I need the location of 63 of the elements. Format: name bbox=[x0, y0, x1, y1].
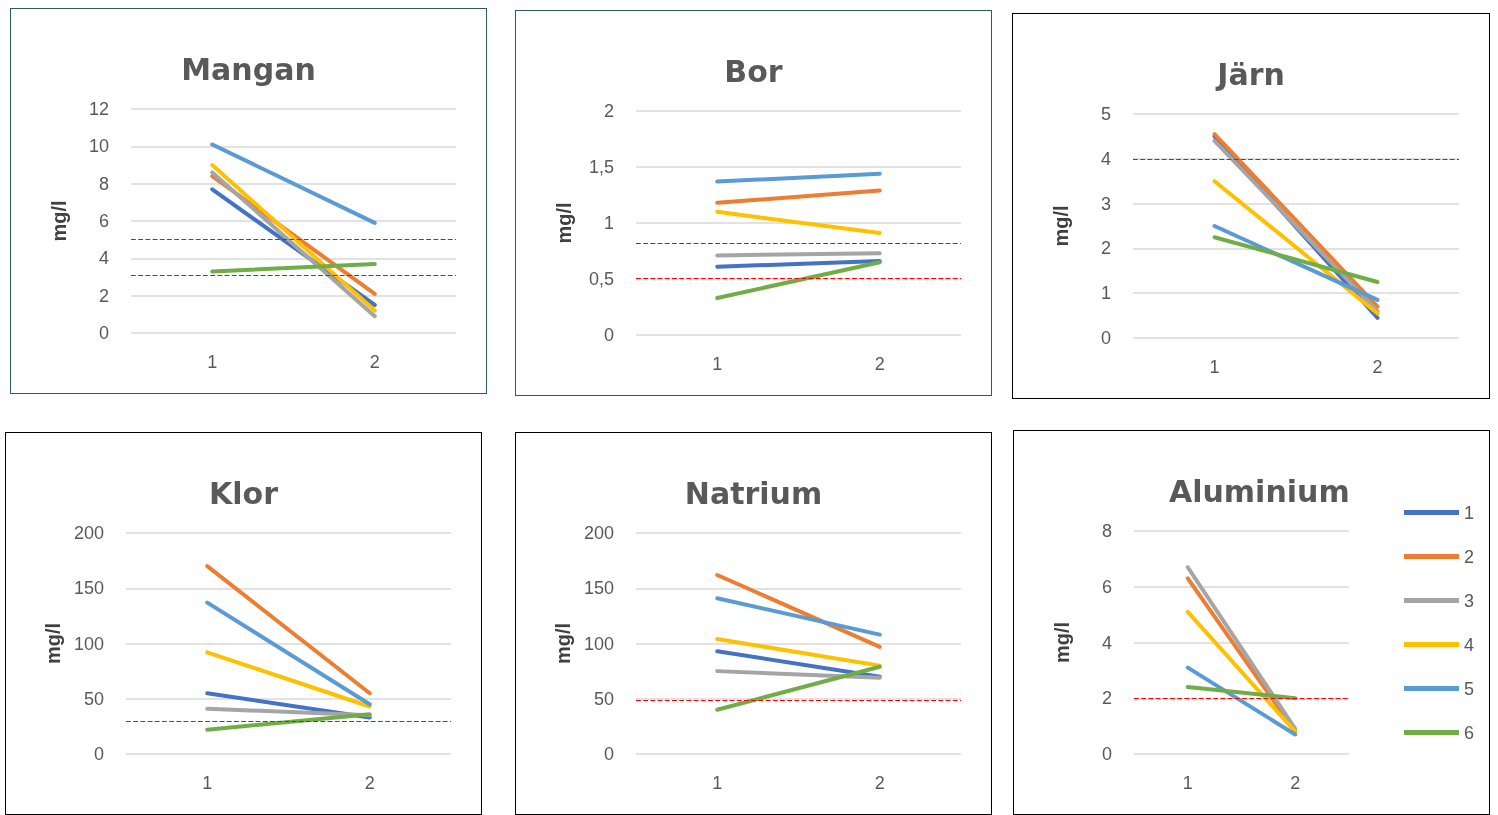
y-tick-label: 3 bbox=[1100, 193, 1111, 214]
y-axis-title: mg/l bbox=[552, 622, 575, 665]
y-tick-label: 8 bbox=[1101, 521, 1112, 541]
y-axis-title: mg/l bbox=[553, 202, 575, 244]
x-tick-label: 1 bbox=[207, 352, 218, 372]
x-tick-label: 2 bbox=[369, 352, 380, 372]
chart-title: Aluminium bbox=[1169, 473, 1350, 509]
y-tick-label: 1 bbox=[603, 213, 614, 233]
chart-title: Natrium bbox=[684, 475, 823, 511]
legend-label: 5 bbox=[1463, 678, 1474, 699]
y-axis-title: mg/l bbox=[48, 200, 70, 242]
y-tick-label: 2 bbox=[1101, 688, 1112, 709]
y-tick-label: 2 bbox=[98, 285, 109, 306]
y-tick-label: 50 bbox=[593, 688, 614, 709]
x-tick-label: 2 bbox=[874, 773, 885, 793]
y-tick-label: 10 bbox=[88, 136, 109, 157]
x-tick-label: 1 bbox=[712, 354, 723, 374]
y-tick-label: 5 bbox=[1100, 104, 1111, 124]
y-tick-label: 50 bbox=[83, 688, 104, 709]
legend-label: 4 bbox=[1463, 634, 1474, 655]
y-tick-label: 6 bbox=[98, 211, 109, 231]
y-tick-label: 0 bbox=[1101, 744, 1112, 764]
legend-label: 2 bbox=[1463, 546, 1474, 567]
y-tick-label: 6 bbox=[1101, 576, 1112, 597]
x-tick-label: 1 bbox=[1182, 773, 1193, 793]
legend-label: 1 bbox=[1463, 502, 1474, 523]
y-tick-label: 100 bbox=[73, 633, 104, 654]
y-tick-label: 2 bbox=[1100, 238, 1111, 259]
y-tick-label: 200 bbox=[583, 523, 614, 543]
y-axis-title: mg/l bbox=[1051, 621, 1073, 664]
y-tick-label: 1,5 bbox=[588, 157, 614, 177]
y-tick-label: 1 bbox=[1100, 283, 1111, 304]
y-tick-label: 12 bbox=[88, 99, 109, 119]
x-tick-label: 2 bbox=[874, 354, 885, 374]
y-tick-label: 0,5 bbox=[588, 269, 614, 289]
y-tick-label: 0 bbox=[93, 744, 104, 764]
chart-title: Järn bbox=[1215, 56, 1285, 92]
x-tick-label: 1 bbox=[202, 773, 213, 793]
chart-title: Klor bbox=[209, 475, 279, 511]
y-tick-label: 0 bbox=[603, 325, 614, 345]
y-tick-label: 100 bbox=[583, 633, 614, 654]
x-tick-label: 2 bbox=[1290, 773, 1301, 793]
y-tick-label: 4 bbox=[1101, 632, 1112, 653]
y-tick-label: 4 bbox=[1100, 148, 1111, 169]
x-tick-label: 2 bbox=[364, 773, 375, 793]
x-tick-label: 1 bbox=[1209, 357, 1220, 377]
chart-title: Bor bbox=[724, 53, 783, 89]
y-axis-title: mg/l bbox=[1050, 205, 1072, 247]
y-tick-label: 8 bbox=[98, 173, 109, 194]
legend-label: 3 bbox=[1463, 590, 1474, 611]
y-tick-label: 2 bbox=[603, 101, 614, 121]
x-tick-label: 2 bbox=[1372, 357, 1383, 377]
legend-label: 6 bbox=[1463, 722, 1474, 743]
y-tick-label: 0 bbox=[98, 323, 109, 343]
y-axis-title: mg/l bbox=[42, 622, 65, 665]
y-tick-label: 0 bbox=[1100, 328, 1111, 348]
y-tick-label: 4 bbox=[98, 248, 109, 269]
y-tick-label: 0 bbox=[603, 744, 614, 764]
x-tick-label: 1 bbox=[712, 773, 723, 793]
y-tick-label: 200 bbox=[73, 523, 104, 543]
y-tick-label: 150 bbox=[73, 578, 104, 599]
y-tick-label: 150 bbox=[583, 578, 614, 599]
chart-title: Mangan bbox=[181, 51, 316, 87]
